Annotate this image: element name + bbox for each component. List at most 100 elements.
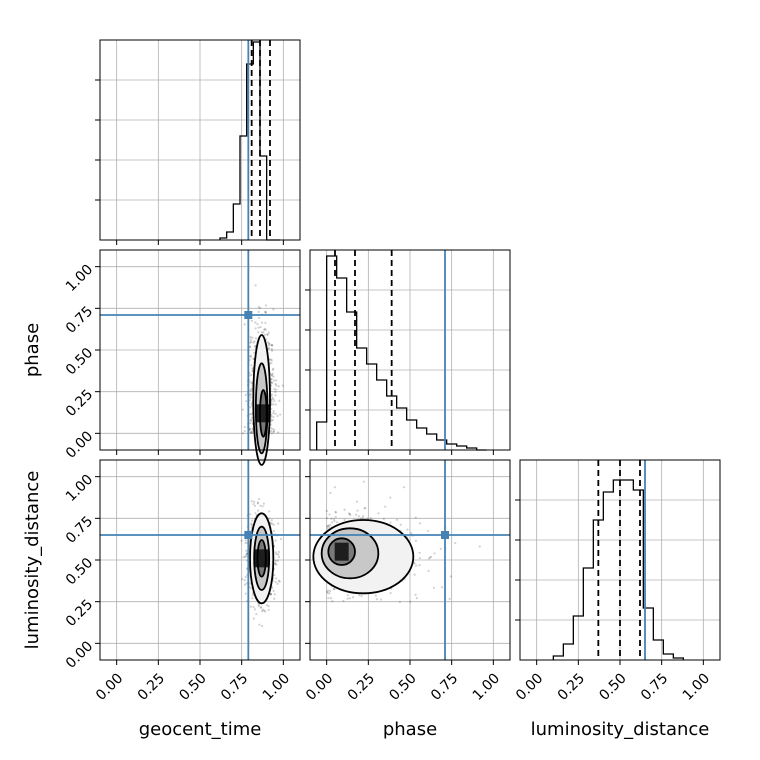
scatter-point bbox=[359, 517, 363, 520]
scatter-point bbox=[326, 589, 330, 592]
contour-line bbox=[252, 334, 271, 466]
scatter-point bbox=[267, 608, 270, 612]
ylabel-luminosity_distance: luminosity_distance bbox=[22, 471, 43, 650]
scatter-point bbox=[428, 556, 432, 559]
scatter-point bbox=[327, 525, 330, 528]
scatter-point bbox=[355, 500, 359, 503]
scatter-point bbox=[346, 597, 349, 600]
scatter-point bbox=[414, 516, 417, 519]
scatter-point bbox=[326, 590, 329, 593]
scatter-point bbox=[369, 517, 372, 520]
scatter-point bbox=[275, 553, 278, 556]
scatter-point bbox=[249, 381, 252, 384]
scatter-point bbox=[262, 331, 265, 334]
scatter-point bbox=[261, 608, 265, 611]
scatter-point bbox=[245, 582, 248, 585]
scatter-point bbox=[270, 400, 273, 403]
panel-phase-hist bbox=[305, 249, 511, 455]
scatter-point bbox=[269, 593, 272, 596]
scatter-point bbox=[263, 327, 266, 330]
density-peak bbox=[334, 542, 349, 561]
scatter-point bbox=[249, 354, 253, 357]
scatter-point bbox=[274, 412, 277, 415]
scatter-point bbox=[249, 392, 252, 395]
contour-line bbox=[256, 539, 267, 578]
panel-geocent_time-phase: 0.000.250.500.751.00 bbox=[63, 249, 301, 466]
scatter-point bbox=[275, 379, 278, 382]
scatter-point bbox=[279, 413, 282, 416]
scatter-point bbox=[252, 357, 255, 361]
scatter-point bbox=[271, 396, 274, 400]
scatter-point bbox=[249, 374, 252, 377]
scatter-point bbox=[274, 562, 277, 565]
scatter-point bbox=[325, 509, 328, 513]
scatter-point bbox=[273, 562, 277, 565]
scatter-point bbox=[251, 428, 254, 431]
scatter-point bbox=[269, 358, 272, 361]
scatter-point bbox=[263, 333, 266, 336]
scatter-point bbox=[250, 404, 253, 407]
scatter-point bbox=[273, 388, 276, 391]
scatter-point bbox=[360, 594, 363, 597]
scatter-point bbox=[263, 609, 266, 612]
truth-marker bbox=[441, 531, 449, 539]
scatter-point bbox=[272, 375, 275, 378]
scatter-point bbox=[270, 361, 273, 364]
scatter-point bbox=[335, 521, 338, 524]
scatter-point bbox=[398, 600, 401, 603]
scatter-point bbox=[326, 527, 329, 530]
scatter-point bbox=[270, 343, 273, 347]
scatter-point bbox=[248, 345, 252, 348]
scatter-point bbox=[334, 510, 337, 513]
scatter-point bbox=[327, 596, 330, 600]
scatter-point bbox=[244, 575, 247, 579]
scatter-point bbox=[272, 412, 275, 415]
scatter-point bbox=[328, 589, 332, 593]
scatter-point bbox=[260, 331, 264, 334]
scatter-point bbox=[278, 399, 281, 402]
scatter-point bbox=[249, 389, 252, 392]
scatter-point bbox=[277, 522, 280, 525]
scatter-point bbox=[262, 502, 265, 505]
scatter-point bbox=[439, 547, 442, 550]
scatter-point bbox=[415, 564, 418, 567]
scatter-point bbox=[271, 427, 274, 431]
scatter-point bbox=[406, 528, 409, 531]
scatter-point bbox=[260, 606, 263, 609]
scatter-point bbox=[258, 306, 262, 310]
scatter-point bbox=[249, 406, 252, 409]
scatter-point bbox=[449, 575, 452, 578]
scatter-point bbox=[362, 515, 365, 518]
scatter-point bbox=[328, 526, 331, 529]
scatter-point bbox=[361, 517, 364, 520]
scatter-point bbox=[377, 512, 380, 515]
scatter-point bbox=[384, 505, 387, 508]
scatter-point bbox=[257, 603, 261, 606]
scatter-point bbox=[325, 525, 329, 528]
scatter-point bbox=[430, 555, 433, 559]
scatter-point bbox=[270, 347, 273, 351]
scatter-point bbox=[253, 340, 256, 343]
scatter-point bbox=[266, 333, 269, 336]
scatter-point bbox=[272, 589, 275, 593]
scatter-point bbox=[272, 403, 275, 406]
scatter-point bbox=[257, 305, 260, 308]
scatter-point bbox=[252, 502, 255, 506]
scatter-point bbox=[259, 606, 262, 609]
scatter-point bbox=[409, 600, 412, 603]
scatter-point bbox=[257, 331, 260, 334]
scatter-point bbox=[326, 591, 329, 594]
axes-frame bbox=[309, 249, 511, 451]
scatter-point bbox=[426, 529, 430, 533]
histogram-step-luminosity_distance bbox=[552, 479, 684, 660]
scatter-point bbox=[358, 594, 361, 597]
scatter-point bbox=[258, 623, 261, 626]
scatter-point bbox=[362, 480, 365, 483]
scatter-point bbox=[275, 577, 278, 580]
scatter-point bbox=[250, 519, 254, 522]
scatter-point bbox=[259, 504, 262, 507]
scatter-point bbox=[333, 588, 336, 591]
scatter-point bbox=[270, 349, 274, 352]
truth-marker bbox=[244, 311, 253, 319]
scatter-point bbox=[278, 580, 281, 583]
